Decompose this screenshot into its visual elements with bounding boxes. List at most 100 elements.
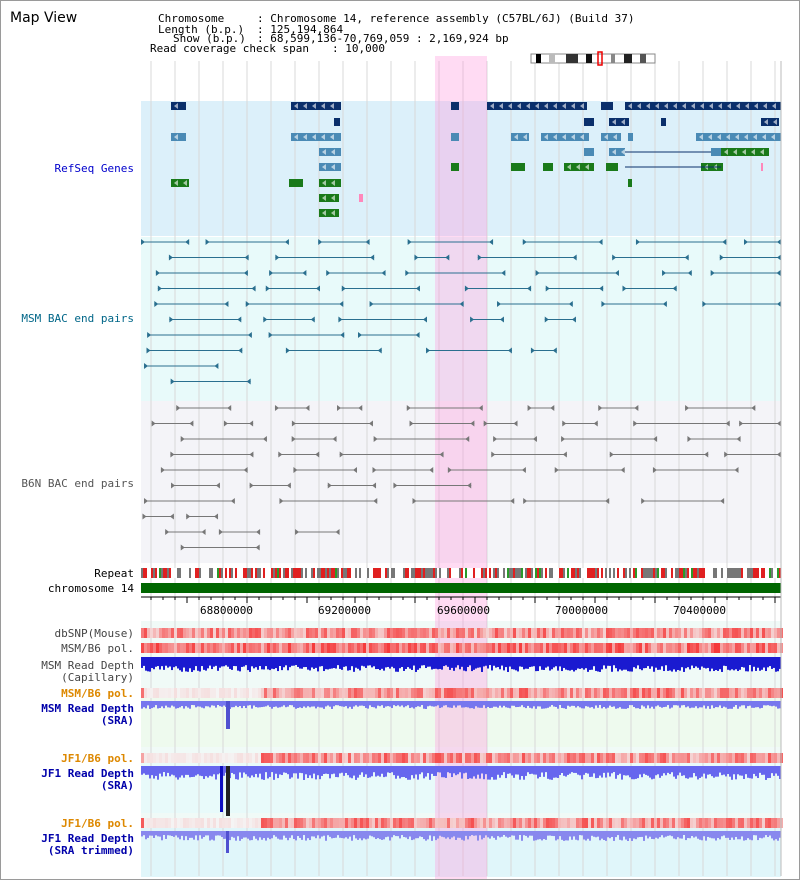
jf1-sra-depth-bar [701, 766, 703, 777]
jf1-b6-pol-trim-density [528, 818, 531, 828]
msm-capillary-depth-bar [337, 657, 339, 666]
jf1-b6-pol-density [285, 753, 288, 763]
msm-b6-pol-sra-density [765, 688, 768, 698]
jf1-sra-depth-bar [449, 766, 451, 774]
jf1-b6-pol-density [555, 753, 558, 763]
msm-bac-pair-end [776, 270, 781, 276]
jf1-sra-depth-bar [465, 766, 467, 773]
msm-b6-pol-label[interactable]: MSM/B6 pol. [61, 642, 134, 655]
strand-arrow [321, 134, 325, 140]
msm-capillary-depth-bar [199, 657, 201, 672]
jf1-trim-depth-bar [505, 831, 507, 837]
jf1-b6-pol-trim-density [546, 818, 549, 828]
jf1-sra-depth-bar [705, 766, 707, 779]
repeat-element [267, 568, 269, 578]
jf1-b6-pol-density [306, 753, 309, 763]
msm-bac-pair-end [426, 347, 431, 354]
jf1-sra-depth-bar [199, 766, 201, 776]
dbsnp-density [600, 628, 603, 638]
msm-read-depth-capillary-label[interactable]: MSM Read Depth [41, 659, 134, 672]
dbsnp-density [498, 628, 501, 638]
b6n-bac-pair-end [736, 436, 741, 442]
msm-capillary-depth-bar [579, 657, 581, 669]
msm-sra-depth-bar [429, 701, 431, 706]
msm-sra-depth-bar [267, 701, 269, 706]
jf1-b6-pol-density [777, 753, 780, 763]
jf1-b6-pol-trim-density [492, 818, 495, 828]
msm-b6-pol-density [171, 643, 174, 653]
repeat-element [701, 568, 703, 578]
b6n-bac-label[interactable]: B6N BAC end pairs [21, 477, 134, 490]
repeat-element [429, 568, 431, 578]
dbsnp-density [462, 628, 465, 638]
jf1-b6-pol-trim-density [171, 818, 174, 828]
msm-bac-pair-end [326, 270, 331, 276]
jf1-b6-pol-trim-density [168, 818, 171, 828]
jf1-b6-pol-density [657, 753, 660, 763]
jf1-trim-depth-bar [291, 831, 293, 836]
jf1-b6-pol-density [438, 753, 441, 763]
msm-bac-label[interactable]: MSM BAC end pairs [21, 312, 134, 325]
jf1-read-depth-trimmed-label[interactable]: JF1 Read Depth [41, 832, 134, 845]
jf1-b6-pol-density [435, 753, 438, 763]
jf1-b6-pol-density [222, 753, 225, 763]
repeat-element [389, 568, 391, 578]
msm-capillary-depth-bar [317, 657, 319, 672]
jf1-b6-pol-trim-density [300, 818, 303, 828]
msm-b6-pol-sra-density [153, 688, 156, 698]
jf1-trim-depth-bar [277, 831, 279, 839]
repeat-element [395, 568, 397, 578]
repeat-label[interactable]: Repeat [94, 567, 134, 580]
b6n-bac-pair-end [527, 405, 532, 411]
repeat-element [421, 568, 423, 578]
msm-capillary-depth-bar [429, 657, 431, 667]
msm-b6-pol-sra-density [774, 688, 777, 698]
refseq-genes-label[interactable]: RefSeq Genes [54, 162, 134, 175]
dbsnp-density [492, 628, 495, 638]
b6n-bac-pair-end [249, 451, 254, 458]
msm-capillary-depth-bar [377, 657, 379, 669]
jf1-b6-pol-density [696, 753, 699, 763]
msm-capillary-depth-bar [495, 657, 497, 668]
repeat-element [533, 568, 535, 578]
msm-capillary-depth-bar [515, 657, 517, 671]
jf1-trim-depth-bar [431, 831, 433, 841]
msm-b6-pol-sra-density [297, 688, 300, 698]
msm-read-depth-sra-label[interactable]: MSM Read Depth [41, 702, 134, 715]
msm-bac-pair-end [377, 347, 382, 354]
msm-sra-depth-bar [649, 701, 651, 709]
msm-b6-pol-density [522, 643, 525, 653]
msm-bac-pair-end [144, 363, 149, 369]
msm-capillary-depth-bar [567, 657, 569, 671]
jf1-sra-depth-bar [329, 766, 331, 779]
jf1-sra-depth-bar [675, 766, 677, 779]
msm-capillary-depth-bar [403, 657, 405, 671]
msm-sra-depth-bar [415, 701, 417, 708]
jf1-b6-pol-trimmed-label[interactable]: JF1/B6 pol. [61, 817, 134, 830]
msm-bac-pair-end [247, 332, 252, 338]
repeat-element [377, 568, 379, 578]
jf1-sra-depth-bar [589, 766, 591, 777]
jf1-trim-depth-bar [621, 831, 623, 841]
dbsnp-density [327, 628, 330, 638]
jf1-b6-pol-label[interactable]: JF1/B6 pol. [61, 752, 134, 765]
repeat-element [225, 568, 227, 578]
msm-capillary-depth-bar [619, 657, 621, 670]
repeat-element [511, 568, 513, 578]
dbsnp-density [714, 628, 717, 638]
msm-capillary-depth-bar [243, 657, 245, 667]
msm-sra-depth-bar [199, 701, 201, 707]
dbsnp-label[interactable]: dbSNP(Mouse) [54, 627, 134, 640]
msm-sra-depth-bar [347, 701, 349, 709]
msm-b6-pol-sra-label[interactable]: MSM/B6 pol. [61, 687, 134, 700]
msm-b6-pol-sra-density [165, 688, 168, 698]
dbsnp-density [309, 628, 312, 638]
msm-capillary-depth-bar [651, 657, 653, 667]
refseq-gene-exon [171, 102, 186, 110]
jf1-read-depth-sra-label[interactable]: JF1 Read Depth [41, 767, 134, 780]
b6n-bac-pair-end [372, 467, 377, 473]
msm-b6-pol-sra-density [519, 688, 522, 698]
repeat-element [467, 568, 469, 578]
b6n-bac-pair-end [447, 467, 452, 473]
strand-arrow [771, 134, 775, 140]
